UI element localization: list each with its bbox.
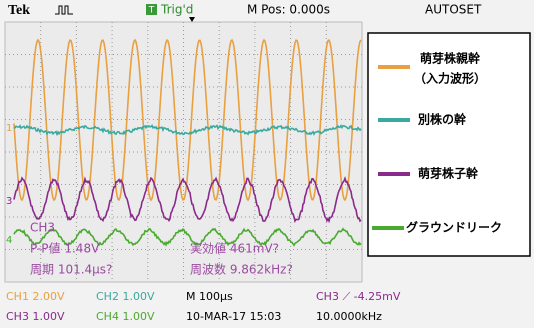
oscilloscope-screen: Tek T Trig'd M Pos: 0.000s AUTOSET 1 3 4… [0, 0, 534, 328]
legend-label: 萌芽株子幹 [418, 166, 479, 181]
trigger-status: Trig'd [160, 3, 193, 17]
position: M Pos: 0.000s [247, 3, 330, 17]
ch3-scale: CH3 1.00V [6, 310, 65, 323]
ch4-marker: 4 [6, 235, 12, 246]
brand: Tek [8, 3, 30, 18]
meas-period: 周期 101.4μs? [30, 263, 112, 277]
ch1-scale: CH1 2.00V [6, 290, 65, 303]
legend-sublabel: （入力波形） [414, 71, 486, 86]
trigger-icon-label: T [148, 6, 155, 16]
legend-label: 別株の幹 [417, 112, 467, 127]
legend-label: グラウンドリーク [406, 220, 502, 235]
legend-label: 萌芽株親幹 [420, 51, 481, 66]
autoset[interactable]: AUTOSET [425, 3, 482, 17]
ch3-marker: 3 [6, 196, 12, 207]
trigger-frequency: 10.0000kHz [316, 310, 382, 323]
trigger-level: CH3 ⟋ -4.25mV [316, 290, 401, 303]
meas-rms: 実効値 461mV? [190, 241, 279, 256]
date: 10-MAR-17 15:03 [186, 310, 281, 323]
ch1-marker: 1 [6, 123, 12, 134]
ch4-scale: CH4 1.00V [96, 310, 155, 323]
timebase: M 100μs [186, 290, 233, 303]
ch2-scale: CH2 1.00V [96, 290, 155, 303]
meas-pp: P-P値 1.48V [30, 241, 100, 256]
meas-frequency: 周波数 9.862kHz? [190, 262, 293, 277]
meas-channel: CH3 [30, 221, 55, 235]
